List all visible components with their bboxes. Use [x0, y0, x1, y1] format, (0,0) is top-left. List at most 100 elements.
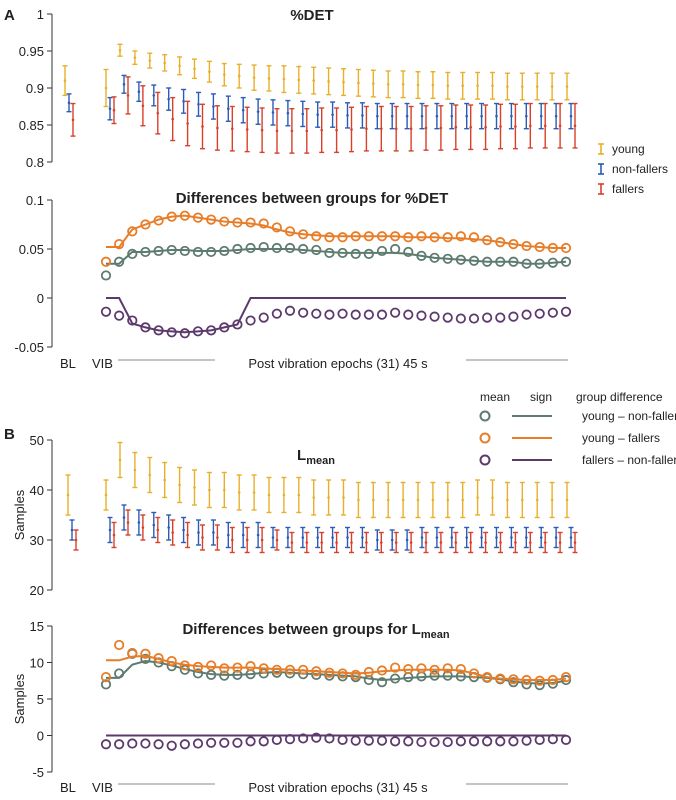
mean-point [193, 486, 196, 489]
mean-point [461, 498, 465, 502]
mean-circle [521, 240, 532, 252]
errorbar [475, 479, 481, 516]
mean-point [316, 113, 320, 116]
errorbar [136, 81, 142, 103]
mean-point [260, 128, 264, 132]
errorbar [404, 529, 410, 551]
mean-circle [245, 242, 256, 254]
errorbar [400, 481, 406, 519]
mean-point [227, 107, 230, 111]
mean-point [305, 129, 309, 133]
mean-circle [179, 660, 190, 671]
errorbar [393, 105, 399, 152]
errorbar [534, 481, 540, 519]
mean-circle [192, 661, 204, 672]
mean-circle [311, 244, 322, 256]
mean-point [435, 114, 439, 118]
mean-circle [324, 247, 335, 259]
mean-circle [350, 248, 361, 259]
legend-circle-icon [479, 454, 491, 466]
mean-circle [179, 739, 190, 750]
errorbar [519, 481, 525, 519]
errorbar [523, 526, 529, 549]
panel-label-a: A [4, 7, 15, 24]
errorbar [349, 106, 354, 153]
y-tick-label: 0 [37, 291, 44, 306]
mean-point [67, 101, 71, 105]
mean-point [386, 498, 390, 502]
errorbar [136, 509, 142, 536]
mean-circle [206, 660, 217, 671]
mean-circle [166, 740, 177, 751]
mean-circle [311, 666, 322, 677]
legend-circle-icon [479, 432, 491, 444]
chart-title: Differences between groups for %DET [176, 190, 449, 207]
errorbar [240, 96, 246, 124]
y-tick-label: 0.85 [19, 118, 44, 133]
mean-circle [390, 673, 401, 684]
errorbar [385, 70, 391, 99]
mean-point [409, 541, 413, 544]
x-label-vib: VIB [92, 356, 113, 371]
mean-point [305, 541, 309, 544]
errorbar [214, 524, 220, 551]
errorbar [300, 100, 306, 128]
mean-point [301, 536, 305, 539]
mean-point [431, 83, 435, 87]
errorbar [69, 519, 75, 541]
errorbar [572, 531, 578, 554]
errorbar [464, 102, 470, 130]
errorbar [177, 56, 183, 76]
mean-point [231, 538, 234, 542]
mean-point [506, 498, 509, 502]
errorbar [270, 526, 276, 549]
y-tick-label: 0.95 [19, 44, 44, 59]
mean-point [286, 111, 290, 115]
series-fallers [73, 509, 578, 554]
mean-circle [482, 736, 493, 747]
x-labels-a: BL VIB Post vibration epochs (31) 45 s [60, 356, 568, 371]
mean-circle [403, 309, 414, 320]
y-tick-label: -5 [32, 765, 44, 780]
mean-point [275, 538, 279, 542]
mean-point [529, 124, 532, 128]
mean-circle [442, 232, 453, 243]
mean-circle [219, 322, 230, 333]
errorbar [483, 104, 489, 151]
errorbar [151, 511, 157, 539]
errorbar [192, 469, 197, 506]
chart-title: Lmean [297, 447, 335, 467]
chart-title: %DET [290, 7, 333, 24]
mean-circle [429, 670, 440, 681]
mean-point [480, 114, 483, 118]
mean-point [372, 82, 375, 85]
errorbar [221, 471, 227, 509]
mean-circle [468, 232, 480, 243]
errorbar [438, 531, 444, 554]
mean-point [357, 498, 360, 502]
mean-point [335, 541, 338, 544]
mean-circle [284, 305, 296, 316]
mean-circle [140, 653, 151, 664]
mean-point [231, 127, 234, 130]
mean-point [510, 536, 513, 539]
mean-point [439, 126, 443, 130]
errorbar [70, 102, 76, 137]
mean-point [435, 536, 439, 539]
mean-circle [363, 309, 374, 320]
mean-circle [192, 246, 204, 258]
mean-circle [192, 738, 204, 749]
mean-point [420, 536, 424, 539]
errorbar [419, 526, 425, 549]
mean-point [525, 114, 528, 118]
mean-circle [219, 670, 230, 681]
errorbar [140, 514, 146, 541]
mean-circle [442, 312, 453, 323]
mean-point [394, 541, 398, 544]
mean-circle [390, 662, 401, 673]
mean-circle [100, 270, 112, 281]
errorbar [117, 441, 123, 479]
errorbar [251, 474, 257, 511]
mean-circle [337, 734, 348, 745]
mean-circle [482, 235, 493, 246]
